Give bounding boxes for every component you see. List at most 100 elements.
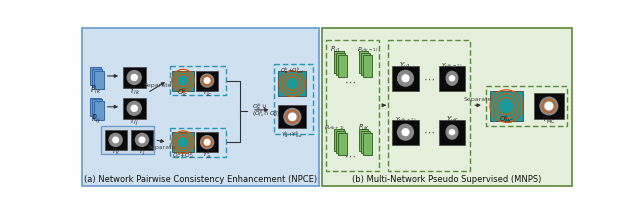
Bar	[131, 130, 153, 150]
Text: $\cdots$: $\cdots$	[423, 127, 435, 137]
Bar	[334, 129, 344, 151]
Bar	[170, 128, 226, 157]
Bar	[196, 71, 218, 91]
Bar	[363, 55, 372, 77]
Text: Separate: Separate	[143, 83, 172, 89]
Bar	[92, 99, 102, 118]
Text: $Y_{lj}$: $Y_{lj}$	[129, 115, 139, 128]
Text: $Y_{lc}^k$: $Y_{lc}^k$	[202, 86, 212, 100]
Text: $Y_{MC}^k$: $Y_{MC}^k$	[542, 113, 556, 127]
Bar	[94, 101, 104, 120]
Bar	[123, 98, 146, 119]
Bar	[486, 86, 566, 126]
Bar	[90, 98, 100, 116]
Bar	[278, 105, 307, 128]
Text: $\cdots$: $\cdots$	[344, 150, 356, 160]
Ellipse shape	[446, 71, 458, 85]
Text: $Y_a^k{+}Y_{lcd}^k$: $Y_a^k{+}Y_{lcd}^k$	[282, 129, 303, 140]
Circle shape	[284, 108, 301, 125]
Bar	[361, 53, 370, 75]
Ellipse shape	[449, 76, 454, 81]
Text: $Y_a^k$: $Y_a^k$	[202, 149, 212, 162]
Text: Separate: Separate	[147, 145, 175, 150]
Text: $P_{u(k+1)}$: $P_{u(k+1)}$	[324, 124, 345, 132]
Text: $Y_{u(k-1)}$: $Y_{u(k-1)}$	[441, 62, 463, 70]
Ellipse shape	[449, 130, 454, 135]
Bar	[439, 120, 465, 145]
Bar	[322, 28, 572, 186]
Text: $Y_{lk}$: $Y_{lk}$	[129, 84, 140, 97]
Circle shape	[540, 97, 557, 115]
Bar	[90, 67, 100, 85]
Text: $P_{u1}$: $P_{u1}$	[330, 45, 342, 55]
Text: $P_{lj}$: $P_{lj}$	[91, 113, 100, 126]
Bar	[388, 40, 470, 171]
Circle shape	[402, 75, 409, 82]
Text: $P_{lk}$: $P_{lk}$	[90, 84, 101, 96]
Bar	[105, 130, 127, 150]
Bar	[172, 132, 194, 152]
Text: $\cdots$: $\cdots$	[344, 76, 356, 86]
Text: $Y_{u1}$: $Y_{u1}$	[399, 61, 412, 71]
Text: $Y_j$: $Y_j$	[138, 146, 146, 158]
Bar	[101, 126, 154, 154]
Bar	[172, 71, 194, 91]
Circle shape	[131, 105, 137, 111]
Circle shape	[131, 75, 137, 81]
Bar	[490, 91, 522, 121]
Bar	[338, 55, 348, 77]
Text: $Y_{u(k+1)}$: $Y_{u(k+1)}$	[395, 116, 416, 124]
Circle shape	[545, 102, 553, 110]
Bar	[123, 67, 146, 88]
Circle shape	[204, 78, 210, 83]
Text: Separate: Separate	[464, 97, 493, 102]
Circle shape	[204, 139, 210, 145]
Circle shape	[200, 136, 214, 149]
Bar	[392, 66, 419, 91]
Bar	[196, 132, 218, 152]
Bar	[359, 129, 368, 151]
Text: $(O_{lc}^k\cap O_d^k)$: $(O_{lc}^k\cap O_d^k)$	[252, 108, 280, 119]
Text: $O_{lc}^k$: $O_{lc}^k$	[177, 86, 189, 100]
Text: $\cdots$: $\cdots$	[423, 73, 435, 83]
Circle shape	[139, 137, 145, 143]
Text: $O_a^k{+}O_{lcd}^k$: $O_a^k{+}O_{lcd}^k$	[280, 65, 304, 76]
Bar	[170, 66, 226, 95]
Bar	[361, 131, 370, 152]
Bar	[359, 51, 368, 73]
Text: $O_a^k\cup$: $O_a^k\cup$	[252, 101, 267, 112]
Ellipse shape	[446, 125, 458, 139]
Circle shape	[109, 133, 122, 146]
Text: $O_a^k{+}O_d^k$: $O_a^k{+}O_d^k$	[172, 150, 194, 161]
Bar	[94, 71, 104, 89]
Bar	[338, 133, 348, 154]
Text: $O_{MC}^k$: $O_{MC}^k$	[499, 113, 514, 127]
Bar	[278, 71, 307, 96]
Circle shape	[402, 129, 409, 136]
Bar	[363, 133, 372, 154]
Circle shape	[136, 133, 148, 146]
Text: $P_{u(k-1)}$: $P_{u(k-1)}$	[357, 46, 378, 54]
Circle shape	[397, 70, 413, 86]
Circle shape	[113, 137, 118, 143]
Text: $Y_{uK}$: $Y_{uK}$	[445, 115, 458, 125]
Bar	[534, 93, 564, 119]
Bar	[274, 64, 312, 134]
Bar	[392, 120, 419, 145]
Circle shape	[289, 113, 296, 120]
Text: (b) Multi-Network Pseudo Supervised (MNPS): (b) Multi-Network Pseudo Supervised (MNP…	[352, 175, 541, 184]
Circle shape	[397, 124, 413, 140]
Text: $P_{uK}$: $P_{uK}$	[358, 123, 370, 133]
Text: $Y_k$: $Y_k$	[111, 147, 120, 157]
Bar	[326, 40, 379, 171]
Circle shape	[127, 71, 141, 84]
Bar	[439, 66, 465, 91]
Bar	[92, 69, 102, 87]
Bar	[336, 131, 346, 152]
Circle shape	[200, 74, 214, 87]
Bar	[336, 53, 346, 75]
Text: (a) Network Pairwise Consistency Enhancement (NPCE): (a) Network Pairwise Consistency Enhance…	[84, 175, 317, 184]
Bar	[81, 28, 319, 186]
Bar	[334, 51, 344, 73]
Circle shape	[127, 101, 141, 115]
